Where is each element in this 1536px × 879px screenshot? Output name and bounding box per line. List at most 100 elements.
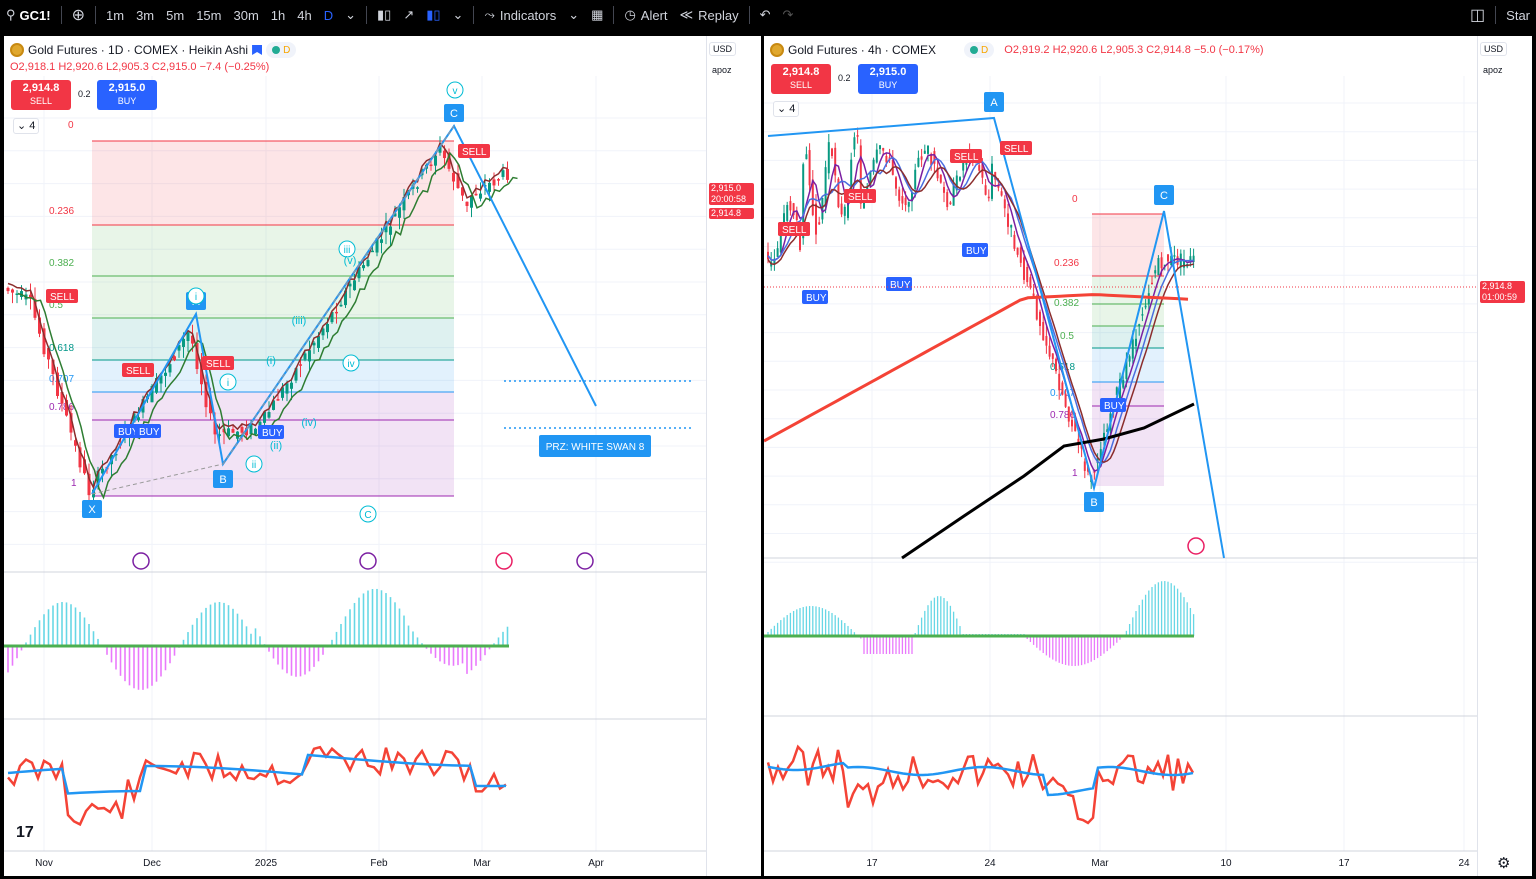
fullscreen-button[interactable]: ◫ xyxy=(1464,0,1491,30)
currency-selector[interactable]: USD xyxy=(709,42,737,56)
buy-signal: BUY xyxy=(262,428,283,439)
candle-body xyxy=(339,304,343,307)
right-chart[interactable]: 2,980.02,970.02,960.02,950.02,940.02,930… xyxy=(764,36,1532,876)
fib-label: 0 xyxy=(68,120,74,131)
heikin-ashi-button[interactable]: ▮▯ xyxy=(420,0,446,30)
sell-signal-bg xyxy=(778,222,810,236)
interval-1h[interactable]: 1h xyxy=(270,7,286,23)
settings-gear-icon[interactable]: ⚙ xyxy=(1497,855,1511,872)
data-status-pill[interactable]: D xyxy=(964,42,995,58)
candle-body xyxy=(773,258,776,264)
divider xyxy=(473,6,475,24)
candle-body xyxy=(362,265,365,269)
undo-button[interactable]: ↶ xyxy=(754,0,777,30)
candle-body xyxy=(875,149,878,163)
interval-4h[interactable]: 4h xyxy=(297,7,312,23)
compare-button[interactable]: ⊕ xyxy=(66,0,91,30)
left-buy-button[interactable]: 2,915.0 BUY xyxy=(97,80,157,110)
candle-body xyxy=(955,175,958,191)
interval-d[interactable]: D xyxy=(323,7,334,23)
profile-selector[interactable]: apoz xyxy=(709,64,735,76)
interval-5m[interactable]: 5m xyxy=(166,7,185,23)
candle-body xyxy=(272,400,275,410)
right-price-axis[interactable] xyxy=(1477,36,1532,876)
candle-body xyxy=(429,164,433,167)
symbol-search[interactable]: ⚲ GC1! xyxy=(0,0,57,30)
buy-price: 2,915.0 xyxy=(869,66,907,78)
left-price-axis[interactable] xyxy=(706,36,761,876)
sell-signal-bg xyxy=(1000,141,1032,155)
candle-body xyxy=(1061,382,1064,395)
redo-button[interactable]: ↷ xyxy=(777,0,800,30)
sell-signal-bg xyxy=(46,289,78,303)
right-buy-button[interactable]: 2,915.0 BUY xyxy=(858,64,918,94)
candle-body xyxy=(452,172,455,182)
alert-button[interactable]: ◷ Alert xyxy=(618,0,673,30)
pattern-point-c xyxy=(1154,185,1174,205)
line-chart-icon: ↗ xyxy=(403,7,415,22)
indicators-label: Indicators xyxy=(499,7,557,23)
line-style-button[interactable]: ↗ xyxy=(397,0,420,30)
chevron-down-icon: ⌄ xyxy=(568,7,580,22)
pattern-point-label: C xyxy=(1160,190,1168,202)
star-label: Star xyxy=(1506,7,1530,23)
candle-body xyxy=(173,356,176,361)
candle-body xyxy=(882,147,885,151)
candle-body xyxy=(1122,380,1125,388)
chart-type-dropdown[interactable]: ⌄ xyxy=(447,0,470,30)
candle-body xyxy=(258,421,262,428)
candle-body xyxy=(984,185,987,195)
right-indicator-counter[interactable]: ⌄ 4 xyxy=(773,101,800,117)
indicators-dropdown[interactable]: ⌄ xyxy=(562,0,585,30)
candle-body xyxy=(799,234,801,251)
candle-body xyxy=(29,294,32,298)
wave-label: (i) xyxy=(266,355,276,367)
pattern-point-a xyxy=(984,92,1004,112)
tradingview-logo[interactable]: 17 xyxy=(16,824,34,841)
candle-body xyxy=(843,206,846,216)
currency-selector[interactable]: USD xyxy=(1480,42,1508,56)
candle-body xyxy=(191,335,194,344)
candle-body xyxy=(240,426,244,433)
candle-body xyxy=(949,202,952,205)
counter-value: 4 xyxy=(789,103,796,115)
profile-selector[interactable]: apoz xyxy=(1480,64,1506,76)
interval-30m[interactable]: 30m xyxy=(233,7,259,23)
candle-body xyxy=(11,289,14,293)
candle-body xyxy=(465,201,469,206)
right-sell-button[interactable]: 2,914.8 SELL xyxy=(771,64,831,94)
buy-signal: BUY xyxy=(1104,401,1125,412)
left-chart-canvas[interactable]: 3,000.02,960.02,920.02,880.02,840.02,800… xyxy=(4,36,761,876)
left-indicator-counter[interactable]: ⌄ 4 xyxy=(13,118,40,134)
right-chart-canvas[interactable]: 2,980.02,970.02,960.02,950.02,940.02,930… xyxy=(764,36,1532,876)
interval-group: 1m 3m 5m 15m 30m 1h 4h D xyxy=(100,0,339,30)
layout-button[interactable]: ▦ xyxy=(585,0,609,30)
left-bid-tag: 2,914.8 xyxy=(709,208,754,219)
interval-dropdown[interactable]: ⌄ xyxy=(339,0,362,30)
interval-1m[interactable]: 1m xyxy=(106,7,125,23)
replay-button[interactable]: ≪ Replay xyxy=(674,0,745,30)
interval-15m[interactable]: 15m xyxy=(196,7,222,23)
candle-body xyxy=(808,150,811,186)
sell-signal: SELL xyxy=(206,359,231,370)
candle-body xyxy=(186,332,190,341)
indicators-button[interactable]: ⤳ Indicators xyxy=(478,0,562,30)
buy-signal: BUY xyxy=(806,293,827,304)
left-sell-button[interactable]: 2,914.8 SELL xyxy=(11,80,71,110)
bar-style-button[interactable]: ▮▯ xyxy=(371,0,397,30)
candle-body xyxy=(87,473,91,496)
status-dot-icon xyxy=(272,46,281,54)
candle-body xyxy=(137,417,140,421)
star-button[interactable]: Star xyxy=(1500,0,1536,30)
left-chart[interactable]: 3,000.02,960.02,920.02,880.02,840.02,800… xyxy=(4,36,761,876)
dividend-icon xyxy=(495,552,513,570)
replay-label: Replay xyxy=(698,7,739,23)
candle-body xyxy=(474,193,478,196)
candle-body xyxy=(348,283,352,287)
prz-badge xyxy=(539,435,651,457)
harmonic-pattern-line xyxy=(767,116,1225,559)
flag-icon[interactable] xyxy=(252,45,263,55)
data-status-pill[interactable]: D xyxy=(266,42,297,58)
event-arrow-icon xyxy=(576,552,594,570)
interval-3m[interactable]: 3m xyxy=(136,7,155,23)
